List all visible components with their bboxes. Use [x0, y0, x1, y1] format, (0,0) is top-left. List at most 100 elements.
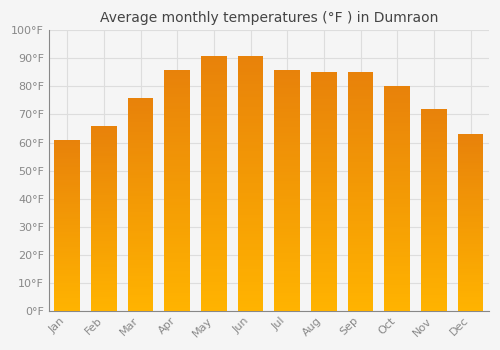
Bar — [311, 186, 336, 189]
Bar — [311, 120, 336, 123]
Bar — [348, 165, 374, 168]
Bar — [128, 252, 154, 255]
Bar — [421, 258, 446, 260]
Bar — [384, 131, 410, 134]
Bar — [201, 285, 226, 288]
Bar — [164, 160, 190, 163]
Bar — [128, 148, 154, 151]
Bar — [274, 130, 300, 133]
Bar — [458, 271, 483, 273]
Bar — [164, 223, 190, 226]
Bar — [128, 177, 154, 180]
Bar — [384, 173, 410, 176]
Bar — [91, 149, 116, 151]
Bar — [128, 132, 154, 135]
Bar — [164, 79, 190, 82]
Bar — [201, 247, 226, 250]
Bar — [421, 240, 446, 243]
Bar — [384, 268, 410, 271]
Bar — [91, 190, 116, 193]
Bar — [274, 160, 300, 163]
Bar — [384, 218, 410, 221]
Bar — [164, 202, 190, 205]
Bar — [384, 235, 410, 238]
Bar — [91, 142, 116, 144]
Bar — [201, 301, 226, 304]
Bar — [91, 234, 116, 237]
Bar — [348, 186, 374, 189]
Bar — [54, 244, 80, 246]
Bar — [421, 124, 446, 127]
Bar — [128, 135, 154, 138]
Bar — [238, 307, 264, 310]
Bar — [421, 136, 446, 139]
Bar — [311, 281, 336, 284]
Bar — [128, 308, 154, 310]
Bar — [54, 176, 80, 178]
Bar — [54, 296, 80, 298]
Bar — [458, 158, 483, 161]
Bar — [128, 279, 154, 281]
Bar — [201, 279, 226, 282]
Bar — [348, 275, 374, 278]
Bar — [274, 280, 300, 284]
Bar — [128, 276, 154, 279]
Bar — [348, 201, 374, 203]
Bar — [128, 98, 154, 100]
Bar — [91, 260, 116, 262]
Bar — [458, 256, 483, 258]
Bar — [201, 205, 226, 209]
Bar — [238, 304, 264, 307]
Bar — [348, 171, 374, 174]
Bar — [421, 260, 446, 263]
Bar — [311, 203, 336, 206]
Bar — [421, 129, 446, 132]
Bar — [421, 245, 446, 247]
Bar — [421, 253, 446, 255]
Bar — [201, 167, 226, 170]
Bar — [421, 255, 446, 258]
Bar — [164, 136, 190, 139]
Bar — [238, 113, 264, 116]
Bar — [238, 151, 264, 154]
Bar — [128, 220, 154, 223]
Bar — [384, 221, 410, 224]
Bar — [238, 174, 264, 177]
Bar — [274, 124, 300, 127]
Bar — [91, 246, 116, 248]
Bar — [311, 242, 336, 245]
Bar — [128, 169, 154, 172]
Bar — [128, 209, 154, 212]
Bar — [384, 204, 410, 207]
Bar — [311, 171, 336, 174]
Bar — [238, 75, 264, 78]
Bar — [164, 82, 190, 85]
Bar — [348, 266, 374, 269]
Bar — [54, 270, 80, 272]
Bar — [128, 273, 154, 276]
Bar — [458, 258, 483, 260]
Bar — [238, 212, 264, 215]
Bar — [311, 260, 336, 263]
Bar — [274, 208, 300, 211]
Bar — [201, 161, 226, 164]
Bar — [311, 308, 336, 310]
Bar — [238, 122, 264, 126]
Bar — [128, 116, 154, 119]
Bar — [348, 269, 374, 272]
Bar — [421, 210, 446, 212]
Bar — [164, 166, 190, 169]
Bar — [54, 238, 80, 240]
Bar — [458, 200, 483, 203]
Bar — [128, 228, 154, 231]
Bar — [458, 293, 483, 295]
Bar — [54, 219, 80, 221]
Bar — [164, 295, 190, 299]
Bar — [458, 300, 483, 302]
Bar — [91, 218, 116, 220]
Bar — [201, 177, 226, 180]
Bar — [421, 154, 446, 157]
Bar — [91, 304, 116, 306]
Bar — [311, 88, 336, 90]
Bar — [128, 100, 154, 103]
